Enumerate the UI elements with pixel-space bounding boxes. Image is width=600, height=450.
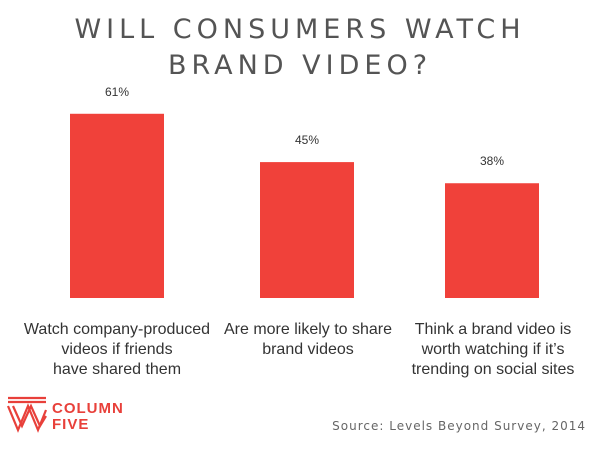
brand-logo-line-2: FIVE (52, 416, 90, 433)
bar-3 (445, 183, 539, 298)
category-label-1: Watch company-produced videos if friends… (17, 320, 217, 380)
category-label-1-line-3: have shared them (52, 361, 182, 378)
bar-value-label-2: 45% (295, 133, 319, 147)
source-note: Source: Levels Beyond Survey, 2014 (332, 419, 586, 433)
category-label-2: Are more likely to share brand videos (208, 320, 408, 360)
brand-logo-line-1: COLUMN (52, 400, 124, 417)
category-label-3-line-1: Think a brand video is (414, 321, 572, 338)
category-label-1-line-2: videos if friends (61, 341, 173, 358)
bar-1 (70, 113, 164, 298)
category-label-2-line-1: Are more likely to share (223, 321, 393, 338)
category-label-3: Think a brand video is worth watching if… (393, 320, 593, 380)
category-label-3-line-2: worth watching if it’s (421, 341, 565, 358)
chart-title: WILL CONSUMERS WATCH BRAND VIDEO? (0, 12, 600, 84)
brand-logo-text: COLUMN FIVE (52, 401, 124, 433)
chart-title-line-2: BRAND VIDEO? (167, 50, 433, 81)
category-label-3-line-3: trending on social sites (411, 361, 575, 378)
bar-2 (260, 162, 354, 298)
column-five-logo-mark (6, 396, 48, 433)
bar-value-label-3: 38% (480, 154, 504, 168)
category-label-1-line-1: Watch company-produced (23, 321, 211, 338)
category-label-2-line-2: brand videos (262, 341, 354, 358)
chart-title-line-1: WILL CONSUMERS WATCH (74, 14, 526, 45)
bar-value-label-1: 61% (105, 85, 129, 99)
